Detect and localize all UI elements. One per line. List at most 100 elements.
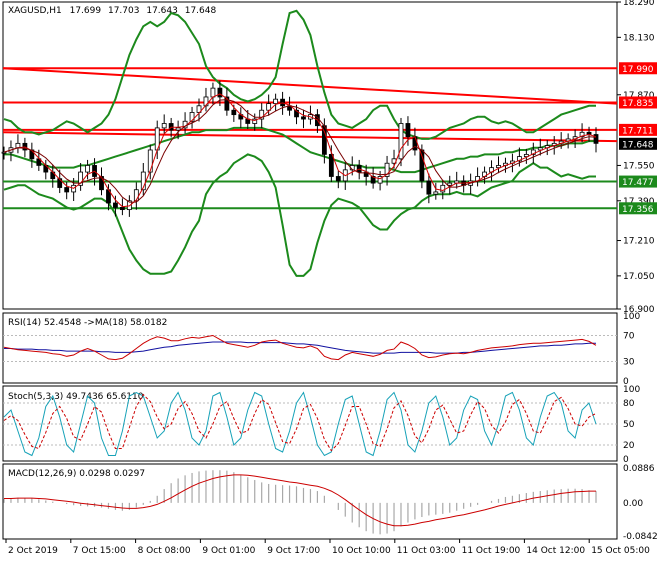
macd-tick-label: 0.00	[623, 499, 643, 509]
candle-body	[328, 153, 334, 177]
time-label: 15 Oct 05:00	[591, 546, 650, 556]
candle-body	[113, 202, 118, 208]
candle-body	[99, 176, 104, 191]
candle-body	[120, 207, 125, 211]
stoch-tick-label: 0	[623, 455, 629, 465]
main-header-close: 17.648	[185, 6, 217, 16]
candle-body	[224, 96, 230, 111]
candle-body	[447, 182, 453, 186]
candle-body	[370, 176, 376, 184]
candle-body	[217, 87, 223, 98]
trendline-lower	[2, 131, 618, 143]
candle-body	[64, 187, 70, 193]
bollinger-mid	[4, 126, 596, 174]
rsi-tick-label: 100	[623, 312, 640, 322]
level-label-box	[619, 62, 657, 75]
candle-body	[294, 109, 299, 118]
main-header-low: 17.643	[146, 6, 178, 16]
time-label: 14 Oct 12:00	[526, 546, 585, 556]
candle-body	[126, 200, 132, 211]
candle-body	[377, 176, 383, 184]
stoch-plot	[3, 391, 617, 457]
stoch-tick-label: 100	[623, 385, 640, 395]
candle-body	[579, 131, 585, 138]
price-tick-label: 17.050	[623, 272, 655, 282]
time-axis: 2 Oct 2019 7 Oct 15:00 8 Oct 08:00 9 Oct 01…	[5, 539, 650, 556]
candle-body	[398, 123, 404, 160]
candle-body	[537, 147, 543, 151]
candle-body	[175, 127, 181, 131]
candle-body	[384, 162, 390, 177]
candle-body	[266, 103, 272, 111]
rsi-title: RSI(14) 52.4548 ->MA(18) 58.0182	[8, 318, 167, 328]
stoch-tick-label: 20	[623, 441, 635, 451]
candle-body	[516, 156, 522, 162]
candle-body	[57, 178, 63, 188]
candle-body	[335, 176, 341, 182]
level-label: 17.711	[622, 126, 654, 136]
candle-body	[231, 109, 237, 116]
price-tick-label: 17.210	[623, 237, 655, 247]
candle-body	[363, 171, 369, 177]
candle-body	[161, 123, 167, 129]
candle-body	[259, 109, 265, 120]
stoch-signal-line	[3, 393, 597, 452]
candle-body	[433, 191, 439, 195]
price-tick-label: 17.870	[623, 91, 655, 101]
level-label-box	[619, 202, 657, 215]
main-panel-frame	[2, 1, 618, 310]
stoch-title: Stoch(5,3,3) 49.7436 65.6110	[8, 392, 144, 402]
candle-body	[405, 123, 411, 138]
time-label: 10 Oct 10:00	[332, 546, 391, 556]
candle-body	[78, 171, 84, 186]
price-axis: 18.290 18.130 17.870 17.550 17.390 17.210 17.0…	[617, 0, 658, 542]
rsi-tick-label: 70	[623, 332, 635, 342]
time-label: 7 Oct 15:00	[73, 546, 126, 556]
bollinger-upper	[3, 9, 596, 140]
main-header-high: 17.703	[108, 6, 140, 16]
rsi-plot	[3, 334, 617, 362]
stoch-tick-label: 50	[623, 420, 635, 430]
candle-body	[189, 112, 195, 122]
rsi-tick-label: 0	[623, 377, 629, 387]
price-tick-label: 17.550	[623, 161, 655, 171]
level-label: 17.835	[622, 99, 654, 109]
macd-plot	[3, 470, 597, 535]
time-label: 8 Oct 08:00	[138, 546, 191, 556]
price-tick-label: 18.130	[623, 33, 655, 43]
rsi-tick-label: 30	[623, 358, 635, 368]
macd-tick-label: -0.0842	[623, 532, 658, 542]
candle-body	[426, 180, 432, 195]
candle-body	[15, 142, 21, 149]
level-label: 17.356	[622, 205, 654, 215]
candle-body	[301, 116, 306, 120]
candle-body	[530, 149, 536, 155]
price-tick-label: 18.290	[623, 0, 655, 8]
candle-body	[440, 184, 446, 193]
price-tick-label: 17.390	[623, 197, 655, 207]
candle-body	[593, 134, 599, 144]
level-label-box	[619, 96, 657, 109]
level-label-box	[619, 137, 657, 150]
level-label: 17.990	[622, 65, 654, 75]
time-label: 2 Oct 2019	[8, 546, 58, 556]
time-label: 9 Oct 01:00	[202, 546, 255, 556]
candle-body	[140, 171, 146, 191]
candle-body	[496, 165, 501, 169]
level-label: 17.648	[622, 140, 654, 150]
candle-body	[147, 149, 153, 173]
main-header-open: 17.699	[70, 6, 102, 16]
candle-body	[273, 98, 279, 104]
candle-body	[523, 153, 529, 158]
macd-tick-label: 0.0886	[623, 464, 655, 474]
candle-body	[133, 189, 139, 202]
price-ma-slow	[3, 99, 597, 203]
stoch-tick-label: 80	[623, 399, 635, 409]
candle-body	[252, 118, 258, 124]
time-label: 11 Oct 03:00	[397, 546, 456, 556]
main-header: XAGUSD,H1 17.699 17.703 17.643 17.648	[8, 6, 216, 16]
macd-title: MACD(12,26,9) 0.0298 0.0297	[8, 469, 145, 479]
time-label: 11 Oct 19:00	[462, 546, 521, 556]
